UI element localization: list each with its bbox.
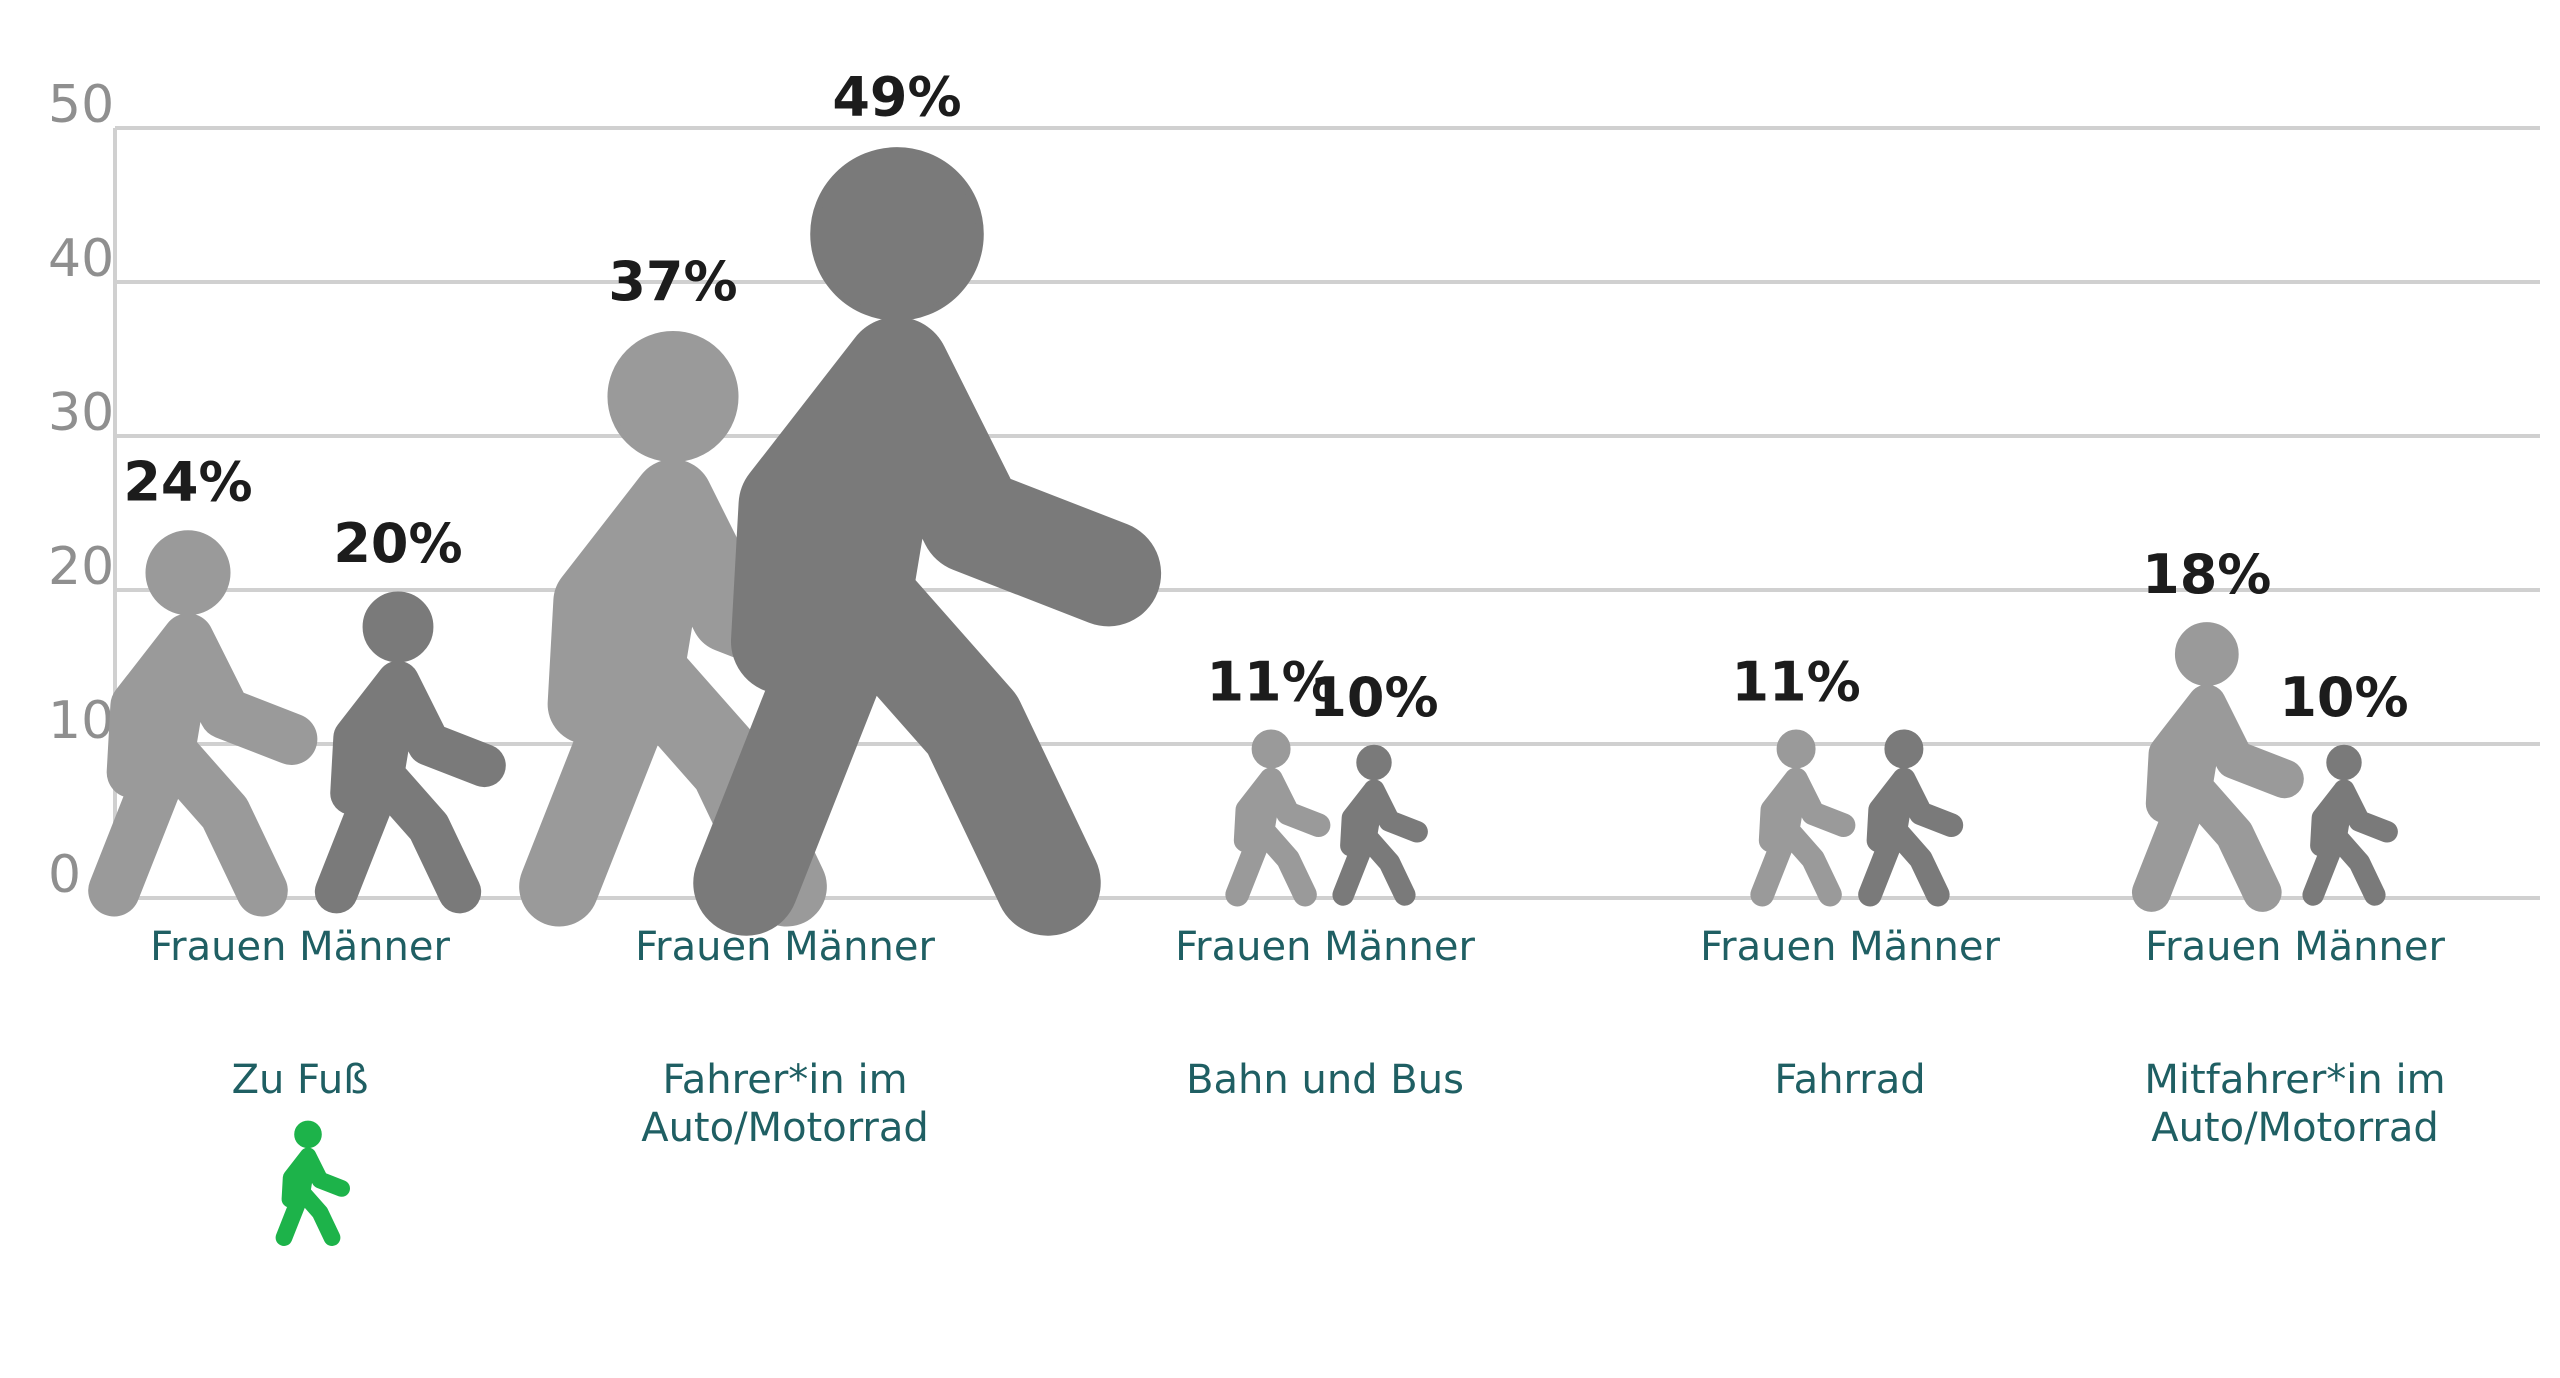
bar-männer-0 (336, 593, 484, 892)
data-label-männer-0: 20% (333, 512, 462, 575)
value-labels: 24%20%37%49%11%10% 11%18%10% (123, 65, 2408, 729)
tick-label-20: 20 (48, 537, 114, 597)
category-label-1-0: Fahrer*in im (662, 1057, 907, 1103)
group-label-0: Frauen Männer (150, 924, 450, 970)
walking-person-icon (284, 1121, 342, 1237)
tick-label-30: 30 (48, 383, 114, 443)
data-label-frauen-1: 37% (608, 250, 737, 313)
bar-frauen-3 (1762, 730, 1843, 894)
group-label-4: Frauen Männer (2145, 924, 2445, 970)
walking-person-icon (2313, 746, 2387, 895)
walking-person-icon (1343, 746, 1417, 895)
data-label-männer-2: 10% (1309, 666, 1438, 729)
tick-label-10: 10 (48, 691, 114, 751)
bar-männer-3 (1870, 730, 1951, 894)
data-label-frauen-4: 18% (2142, 543, 2271, 606)
y-axis-ticks: 0 10 20 30 40 50 (48, 75, 114, 905)
walking-person-icon (1870, 730, 1951, 894)
category-label-4-1: Auto/Motorrad (2151, 1105, 2439, 1151)
data-label-frauen-3: 11% (1731, 651, 1860, 714)
tick-label-0: 0 (48, 845, 81, 905)
gender-labels: Frauen Männer Frauen Männer Frauen Männer F… (150, 924, 2445, 970)
group-label-3: Frauen Männer (1700, 924, 2000, 970)
bar-männer-1 (746, 151, 1108, 883)
bar-männer-4 (2313, 746, 2387, 895)
category-label-0-0: Zu Fuß (232, 1057, 369, 1103)
category-label-4-0: Mitfahrer*in im (2144, 1057, 2445, 1103)
bar-frauen-2 (1237, 730, 1318, 894)
highlight-walking-icon (284, 1121, 342, 1237)
group-label-1: Frauen Männer (635, 924, 935, 970)
walking-person-icon (2151, 624, 2284, 893)
category-label-2-0: Bahn und Bus (1186, 1057, 1464, 1103)
data-label-männer-4: 10% (2279, 666, 2408, 729)
category-label-3-0: Fahrrad (1774, 1057, 1925, 1103)
walking-person-icon (1237, 730, 1318, 894)
walking-person-icon (114, 532, 291, 891)
data-label-frauen-0: 24% (123, 450, 252, 513)
bar-frauen-0 (114, 532, 291, 891)
bar-frauen-4 (2151, 624, 2284, 893)
data-label-frauen-2: 11% (1206, 651, 1335, 714)
walking-person-icon (1762, 730, 1843, 894)
data-label-männer-1: 49% (832, 65, 961, 128)
category-label-1-1: Auto/Motorrad (641, 1105, 929, 1151)
walking-person-icon (746, 151, 1108, 883)
tick-label-50: 50 (48, 75, 114, 135)
tick-label-40: 40 (48, 229, 114, 289)
bar-männer-2 (1343, 746, 1417, 895)
walking-person-icon (336, 593, 484, 892)
highlight-icon-layer (284, 1121, 342, 1237)
group-label-2: Frauen Männer (1175, 924, 1475, 970)
